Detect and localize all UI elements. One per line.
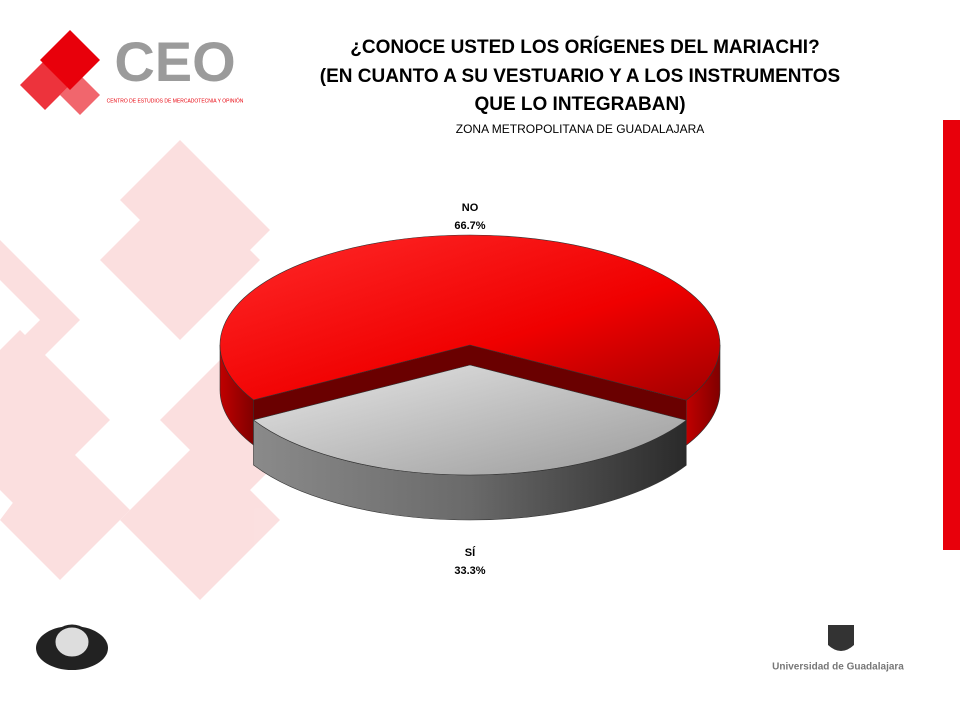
slice-value-label: 66.7% <box>454 220 485 232</box>
ceo-logo: CEO CENTRO DE ESTUDIOS DE MERCADOTECNIA … <box>20 30 244 115</box>
slice <box>219 234 721 401</box>
ceo-tagline: CENTRO DE ESTUDIOS DE MERCADOTECNIA Y OP… <box>107 97 244 104</box>
pie: NO 66.7% SÍ 33.3% <box>219 202 721 577</box>
ceo-name: CEO <box>114 30 235 93</box>
side-bar <box>943 120 960 550</box>
slice-label: SÍ <box>465 546 476 559</box>
udg-logo: Universidad de Guadalajara <box>772 625 904 673</box>
chart-title: QUE LO INTEGRABAN) <box>474 94 685 115</box>
slice-value-label: 33.3% <box>454 565 485 577</box>
chart-title: (EN CUANTO A SU VESTUARIO Y A LOS INSTRU… <box>320 66 840 87</box>
university-name: Universidad de Guadalajara <box>772 662 904 673</box>
chart-subtitle: ZONA METROPOLITANA DE GUADALAJARA <box>456 122 705 136</box>
slice <box>252 364 687 521</box>
chart-title: ¿CONOCE USTED LOS ORÍGENES DEL MARIACHI? <box>350 36 819 58</box>
slice <box>252 364 687 476</box>
slice-label: NO <box>462 202 479 214</box>
mariachi-hat <box>36 624 108 670</box>
